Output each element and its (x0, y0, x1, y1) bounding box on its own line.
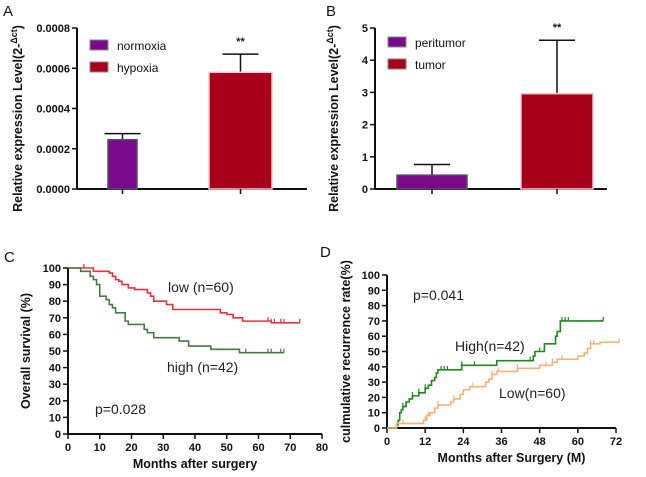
y-tick-label: 20 (49, 396, 61, 408)
panel-d: D 0 10 20 30 40 50 60 70 80 90 100 culmulative recur… (320, 244, 622, 465)
y-tick-label: 70 (49, 313, 61, 325)
x-tick-label: 36 (495, 436, 507, 448)
x-tick-label: 10 (94, 442, 106, 454)
y-tick-label: 3 (362, 87, 368, 99)
y-tick-label: 20 (368, 392, 380, 404)
y-tick-label: 0.0004 (36, 104, 71, 116)
y-tick-label: 0 (362, 184, 368, 196)
y-tick-label: 0.0008 (36, 23, 70, 35)
y-tick-label: 30 (368, 377, 380, 389)
x-tick-label: 60 (252, 442, 264, 454)
y-axis-label: Overall survival (%) (19, 293, 33, 409)
y-axis-label-superscript: Δct (325, 29, 335, 43)
x-tick-label: 48 (534, 436, 546, 448)
series-line-high (68, 267, 284, 354)
legend-label: normoxia (117, 39, 167, 53)
panel-label: C (4, 249, 15, 266)
y-tick-label: 40 (49, 363, 61, 375)
bar-normoxia (107, 138, 138, 190)
x-axis-label: Months after surgery (133, 457, 257, 471)
x-tick-label: 0 (384, 436, 390, 448)
series-label: Low(n=60) (499, 385, 566, 401)
p-value: p=0.028 (95, 401, 146, 417)
series-label: low (n=60) (168, 279, 234, 295)
y-tick-label: 90 (49, 280, 61, 292)
y-tick-label: 10 (49, 412, 61, 424)
x-tick-label: 12 (419, 436, 431, 448)
x-tick-label: 30 (157, 442, 169, 454)
y-tick-label: 1 (362, 152, 368, 164)
bar-tumor (520, 92, 594, 190)
y-tick-label: 0 (55, 429, 61, 441)
y-tick-label: 40 (368, 362, 380, 374)
series-label: High(n=42) (455, 338, 525, 354)
x-tick-label: 24 (457, 436, 470, 448)
y-tick-label: 30 (49, 379, 61, 391)
y-tick-label: 0.0002 (36, 144, 70, 156)
y-tick-label: 80 (368, 301, 380, 313)
y-tick-label: 5 (362, 23, 368, 35)
y-tick-label: 100 (43, 263, 61, 275)
legend-swatch (387, 36, 407, 48)
panel-a: A 0.0000 0.0002 0.0004 0.0006 0.0008 Relative … (3, 3, 307, 212)
series-label: high (n=42) (167, 359, 238, 375)
panel-label: B (326, 3, 336, 20)
y-tick-label: 0 (374, 423, 380, 435)
panel-label: A (3, 3, 13, 20)
y-tick-label: 100 (362, 270, 380, 282)
y-tick-label: 60 (368, 331, 380, 343)
x-tick-label: 20 (125, 442, 137, 454)
x-tick-label: 50 (221, 442, 233, 454)
y-tick-label: 0.0006 (36, 63, 70, 75)
p-value: p=0.041 (413, 287, 464, 303)
x-axis-label: Months after Surgery (M) (438, 451, 586, 465)
series-line-high (387, 320, 604, 429)
y-tick-label: 90 (368, 285, 380, 297)
bar-peritumor (396, 174, 468, 190)
legend-swatch (387, 58, 407, 70)
y-axis-label: Relative expression Level(2-Δct) (325, 25, 341, 212)
y-tick-label: 10 (368, 408, 380, 420)
x-tick-label: 0 (65, 442, 71, 454)
x-tick-label: 72 (610, 436, 622, 448)
significance-marker: ** (236, 36, 245, 48)
x-tick-label: 80 (316, 442, 328, 454)
panel-label: D (320, 244, 331, 261)
legend-swatch (89, 61, 109, 73)
legend-swatch (89, 39, 109, 51)
y-tick-label: 70 (368, 316, 380, 328)
y-axis-label: Relative expression Level(2-Δct) (9, 25, 25, 212)
legend-label: hypoxia (117, 61, 159, 75)
y-tick-label: 80 (49, 296, 61, 308)
x-tick-label: 40 (189, 442, 201, 454)
y-tick-label: 4 (362, 55, 369, 67)
y-axis-label-superscript: Δct (9, 29, 19, 43)
significance-marker: ** (553, 22, 562, 34)
x-tick-label: 60 (572, 436, 584, 448)
panel-b: B 0 1 2 3 4 5 Relative expression Level(2-Δct) *… (325, 3, 607, 212)
y-tick-label: 0.0000 (36, 184, 70, 196)
x-tick-label: 70 (284, 442, 296, 454)
y-tick-label: 50 (49, 346, 61, 358)
series-line-low (68, 267, 300, 324)
y-tick-label: 2 (362, 120, 368, 132)
legend-label: tumor (415, 58, 446, 72)
y-tick-label: 50 (368, 347, 380, 359)
bar-hypoxia (208, 71, 273, 190)
legend-label: peritumor (415, 36, 466, 50)
y-tick-label: 60 (49, 329, 61, 341)
y-axis-label: culmulative recurrence rate(%) (339, 260, 353, 443)
